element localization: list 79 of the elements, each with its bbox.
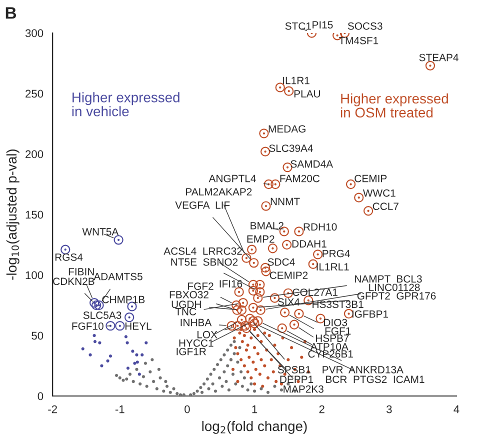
annotation: ACSL4 LRRC32 xyxy=(164,247,242,255)
annotation: STC1 xyxy=(285,22,311,30)
annotation: Higher expressed in vehicle xyxy=(72,92,180,116)
annotation: GFPT2 GPR176 xyxy=(357,292,436,300)
annotation: IL1R1 xyxy=(283,76,310,84)
x-tick-label: 0 xyxy=(184,405,190,414)
annotation: FGF2 xyxy=(188,282,214,290)
y-tick-label: 250 xyxy=(26,90,44,98)
y-axis-title: -log$_{10}$(adjusted p-val) xyxy=(6,150,20,280)
x-tick-label: 1 xyxy=(252,405,258,414)
text: B xyxy=(6,7,16,19)
annotation: Higher expressed in OSM treated xyxy=(340,93,448,118)
annotation: ANGPTL4 xyxy=(208,174,256,182)
annotation: NNMT xyxy=(270,198,300,206)
annotation: VEGFA LIF xyxy=(175,201,230,209)
annotation: PVR ANKRD13A xyxy=(322,366,404,374)
annotation: SIX4 xyxy=(278,298,300,306)
annotation: CHMP1B xyxy=(102,296,145,304)
x-tick-label: -2 xyxy=(48,405,57,414)
annotation: UGDH xyxy=(172,300,201,308)
annotation: DEPP1 xyxy=(280,376,314,383)
annotation: SLC39A4 xyxy=(269,144,313,152)
annotation: FAM20C xyxy=(280,174,320,182)
x-tick-label: 2 xyxy=(319,405,324,414)
annotation: SDC4 xyxy=(268,258,295,266)
annotation: NAMPT BCL3 xyxy=(355,275,422,283)
annotation: TM4SF1 xyxy=(338,36,378,44)
annotation: FGF10 xyxy=(72,322,104,330)
annotation: WNT5A xyxy=(82,228,119,236)
annotation: CCL7 xyxy=(372,202,398,210)
annotation: IL1RL1 xyxy=(316,263,349,270)
annotation: CDKN2B xyxy=(53,278,94,286)
annotation: HSPB7 xyxy=(316,334,349,342)
annotation: NT5E SBNO2 xyxy=(171,258,238,266)
annotation: IGF1R xyxy=(176,348,206,356)
annotation: RDH10 xyxy=(304,223,337,231)
annotation: MAP2K3 xyxy=(284,385,324,393)
annotation: FBXO32 xyxy=(170,290,208,298)
annotation: SLC5A3 xyxy=(83,312,122,319)
annotation: WWC1 xyxy=(362,189,396,197)
annotation: DDAH1 xyxy=(292,240,326,248)
y-tick-label: 200 xyxy=(26,150,44,158)
annotation: RGS4 xyxy=(55,253,83,261)
y-tick-label: 300 xyxy=(25,29,44,38)
annotation: HS3ST3B1 xyxy=(312,300,364,308)
x-tick-label: 3 xyxy=(386,405,392,414)
annotation: LINC01128 xyxy=(369,284,420,292)
annotation: CEMIP xyxy=(354,174,387,182)
annotation: INHBA xyxy=(180,318,212,326)
y-tick-label: 150 xyxy=(26,210,44,219)
annotation: PALM2AKAP2 xyxy=(186,188,252,196)
annotation: TNC xyxy=(175,308,196,316)
y-tick-label: 50 xyxy=(32,332,44,340)
annotation: MEDAG xyxy=(268,125,306,133)
annotation: PI15 xyxy=(312,21,333,29)
annotation: IGFBP1 xyxy=(352,310,388,318)
annotation: ATP10A xyxy=(310,343,348,350)
annotation: BMAL2 xyxy=(250,222,284,230)
annotation: PLAU xyxy=(294,90,320,98)
y-tick-label: 0 xyxy=(38,392,44,400)
annotation: STEAP4 xyxy=(419,54,458,62)
annotation: ADAMTS5 xyxy=(94,272,142,280)
annotation: FGF1 xyxy=(325,327,351,335)
annotation: LOX xyxy=(197,330,218,338)
annotation: IFI16 xyxy=(220,280,242,288)
y-tick-label: 100 xyxy=(26,271,44,280)
annotation: PRG4 xyxy=(322,250,350,258)
annotation: DIO3 xyxy=(324,318,348,326)
x-axis-title: log$_{2}$(fold change) xyxy=(202,420,307,434)
annotation: FIBIN xyxy=(68,268,94,276)
annotation: EMP2 xyxy=(247,235,274,243)
annotation: HYCC1 xyxy=(179,339,214,347)
annotation: HEYL xyxy=(125,322,152,330)
x-tick-label: 4 xyxy=(454,405,460,414)
annotation: CEMIP2 xyxy=(270,272,308,280)
annotation: BCR PTGS2 ICAM1 xyxy=(326,376,424,384)
annotation: SOCS3 xyxy=(348,22,382,30)
x-tick-label: -1 xyxy=(115,405,124,414)
annotation: SAMD4A xyxy=(290,160,334,168)
